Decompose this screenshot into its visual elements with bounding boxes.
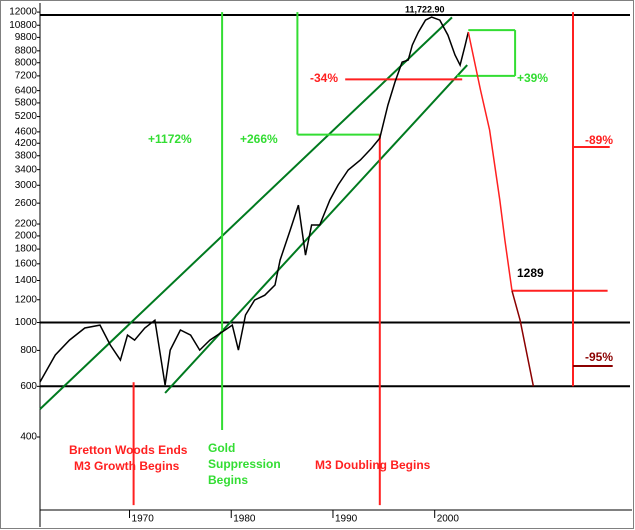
x-tick-label: 1990 <box>335 514 358 525</box>
annotation: Gold <box>208 441 235 455</box>
annotation: +39% <box>517 71 548 85</box>
y-tick-label: 4600 <box>15 127 38 138</box>
annotation: -89% <box>585 133 613 147</box>
annotation: 11,722.90 <box>405 4 445 14</box>
y-tick-label: 3800 <box>15 150 38 161</box>
y-tick-label: 8800 <box>15 45 38 56</box>
y-tick-label: 7200 <box>15 71 38 82</box>
annotation: Suppression <box>208 457 281 471</box>
y-tick-label: 1800 <box>15 244 38 255</box>
y-tick-label: 800 <box>20 345 37 356</box>
annotation: -95% <box>585 350 613 364</box>
y-tick-label: 2600 <box>15 198 38 209</box>
y-tick-label: 3000 <box>15 180 38 191</box>
annotation: +1172% <box>148 132 192 146</box>
annotation: 1289 <box>517 266 544 280</box>
annotation: +266% <box>240 132 278 146</box>
annotation: Begins <box>208 473 248 487</box>
y-tick-label: 5800 <box>15 98 38 109</box>
y-tick-label: 2200 <box>15 219 38 230</box>
y-tick-label: 1000 <box>15 317 38 328</box>
x-tick-label: 1970 <box>132 514 155 525</box>
annotation: M3 Growth Begins <box>74 459 180 473</box>
y-tick-label: 2000 <box>15 231 38 242</box>
series-line <box>39 16 470 386</box>
series-line <box>511 290 535 387</box>
y-tick-label: 6400 <box>15 85 38 96</box>
y-tick-label: 9800 <box>15 32 38 43</box>
y-tick-label: 4200 <box>15 138 38 149</box>
y-tick-label: 600 <box>20 381 37 392</box>
y-tick-label: 10800 <box>9 20 37 31</box>
reference-line <box>164 64 468 394</box>
y-tick-label: 3400 <box>15 164 38 175</box>
reference-line <box>39 16 453 410</box>
annotation: -34% <box>310 71 338 85</box>
x-tick-label: 2000 <box>437 514 460 525</box>
x-tick-label: 1980 <box>233 514 256 525</box>
y-tick-label: 8000 <box>15 57 38 68</box>
y-tick-label: 1400 <box>15 275 38 286</box>
y-tick-label: 5200 <box>15 111 38 122</box>
annotation: M3 Doubling Begins <box>315 458 431 472</box>
y-tick-label: 12000 <box>9 7 37 18</box>
y-tick-label: 400 <box>20 432 37 443</box>
y-tick-label: 1600 <box>15 258 38 269</box>
annotation: Bretton Woods Ends <box>69 443 188 457</box>
series-line <box>467 31 513 291</box>
y-tick-label: 1200 <box>15 294 38 305</box>
